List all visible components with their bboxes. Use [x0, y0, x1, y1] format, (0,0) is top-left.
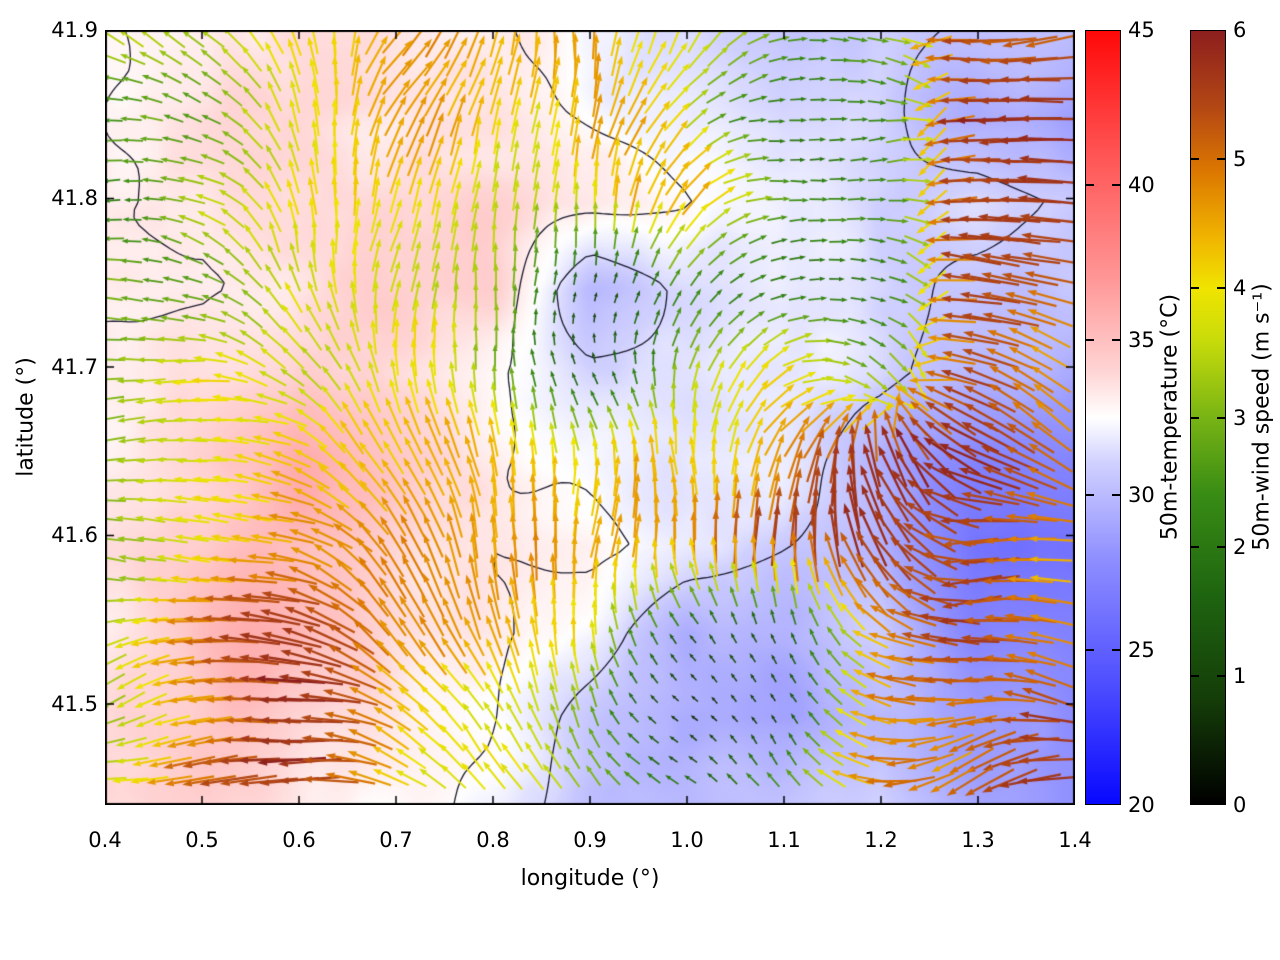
- x-tick-label: 0.6: [282, 828, 316, 852]
- wind-colorbar-tick-label: 4: [1233, 276, 1247, 301]
- temperature-colorbar-tick-label: 35: [1128, 328, 1155, 352]
- x-tick-label: 1.2: [864, 828, 898, 852]
- x-tick-label: 0.9: [573, 828, 607, 852]
- wind-colorbar-tick-mark: [1191, 416, 1199, 419]
- x-tick-label: 1.0: [670, 828, 704, 852]
- y-tick-label: 41.9: [51, 18, 98, 42]
- wind-colorbar-tick-label: 0: [1233, 793, 1247, 817]
- temperature-colorbar-tick-label: 30: [1128, 483, 1155, 507]
- wind-colorbar-tick-label: 2: [1233, 534, 1247, 559]
- plot-area: [105, 30, 1075, 805]
- temperature-colorbar-label: 50m-temperature (°C): [1157, 293, 1183, 541]
- wind-colorbar-tick-label: 6: [1233, 18, 1247, 42]
- wind-colorbar-tick-mark: [1191, 158, 1199, 161]
- x-tick-label: 0.7: [379, 828, 413, 852]
- y-axis-label: latitude (°): [13, 357, 39, 477]
- y-tick-label: 41.6: [51, 523, 98, 548]
- x-tick-label: 0.8: [476, 828, 510, 852]
- wind-colorbar-tick-mark: [1217, 545, 1225, 548]
- x-tick-label: 0.5: [185, 828, 219, 852]
- temperature-colorbar-tick-mark: [1112, 494, 1120, 496]
- temperature-colorbar-tick-mark: [1086, 184, 1094, 186]
- temperature-colorbar-tick-mark: [1112, 339, 1120, 341]
- temperature-colorbar-tick-mark: [1086, 339, 1094, 341]
- temperature-colorbar-tick-label: 25: [1128, 638, 1155, 662]
- temperature-colorbar-tick-label: 20: [1128, 793, 1155, 817]
- wind-colorbar-tick-mark: [1191, 545, 1199, 548]
- temperature-colorbar: [1085, 30, 1121, 805]
- temperature-colorbar-tick-mark: [1086, 494, 1094, 496]
- x-tick-label: 1.1: [767, 828, 801, 852]
- x-tick-label: 1.3: [961, 828, 995, 852]
- wind-colorbar-tick-mark: [1191, 674, 1199, 677]
- temperature-colorbar-tick-mark: [1086, 649, 1094, 651]
- temperature-colorbar-tick-label: 40: [1128, 173, 1155, 197]
- temperature-colorbar-tick-mark: [1112, 649, 1120, 651]
- temperature-colorbar-tick-mark: [1112, 184, 1120, 186]
- wind-colorbar-tick-mark: [1217, 158, 1225, 161]
- wind-colorbar-tick-mark: [1217, 287, 1225, 290]
- temperature-colorbar-tick-label: 45: [1128, 18, 1155, 42]
- wind-colorbar-label: 50m-wind speed (m s⁻¹): [1249, 283, 1275, 551]
- wind-colorbar-tick-label: 1: [1233, 663, 1247, 688]
- x-tick-label: 1.4: [1058, 828, 1092, 852]
- wind-colorbar-tick-mark: [1217, 674, 1225, 677]
- x-tick-label: 0.4: [88, 828, 122, 852]
- wind-colorbar-tick-mark: [1217, 416, 1225, 419]
- y-tick-label: 41.8: [51, 186, 98, 211]
- x-axis-label: longitude (°): [520, 866, 660, 891]
- wind-colorbar-tick-label: 5: [1233, 147, 1247, 172]
- wind-colorbar-tick-label: 3: [1233, 405, 1247, 430]
- wind-colorbar-tick-mark: [1191, 287, 1199, 290]
- y-tick-label: 41.7: [51, 354, 98, 379]
- y-tick-label: 41.5: [51, 691, 98, 716]
